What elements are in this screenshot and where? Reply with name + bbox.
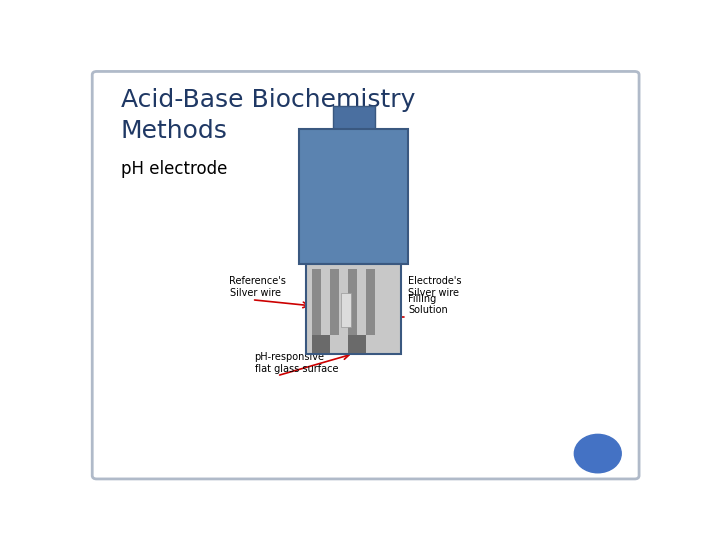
Bar <box>333 106 374 129</box>
Bar <box>348 335 366 353</box>
Text: Electrode's
Silver wire: Electrode's Silver wire <box>408 276 462 298</box>
Bar <box>341 294 351 327</box>
Text: Filling
Solution: Filling Solution <box>408 294 448 315</box>
Text: Acid-Base Biochemistry: Acid-Base Biochemistry <box>121 87 415 112</box>
Text: pH electrode: pH electrode <box>121 160 227 178</box>
Bar <box>366 268 374 335</box>
Bar <box>312 268 321 335</box>
Bar <box>312 335 330 353</box>
Text: Reference's
Silver wire: Reference's Silver wire <box>230 276 287 298</box>
Ellipse shape <box>575 434 621 473</box>
Bar <box>306 265 401 354</box>
Bar <box>330 268 339 335</box>
Bar <box>300 129 408 265</box>
Text: pH-responsive
flat glass surface: pH-responsive flat glass surface <box>255 352 338 374</box>
Text: Methods: Methods <box>121 119 228 143</box>
Bar <box>348 268 356 335</box>
